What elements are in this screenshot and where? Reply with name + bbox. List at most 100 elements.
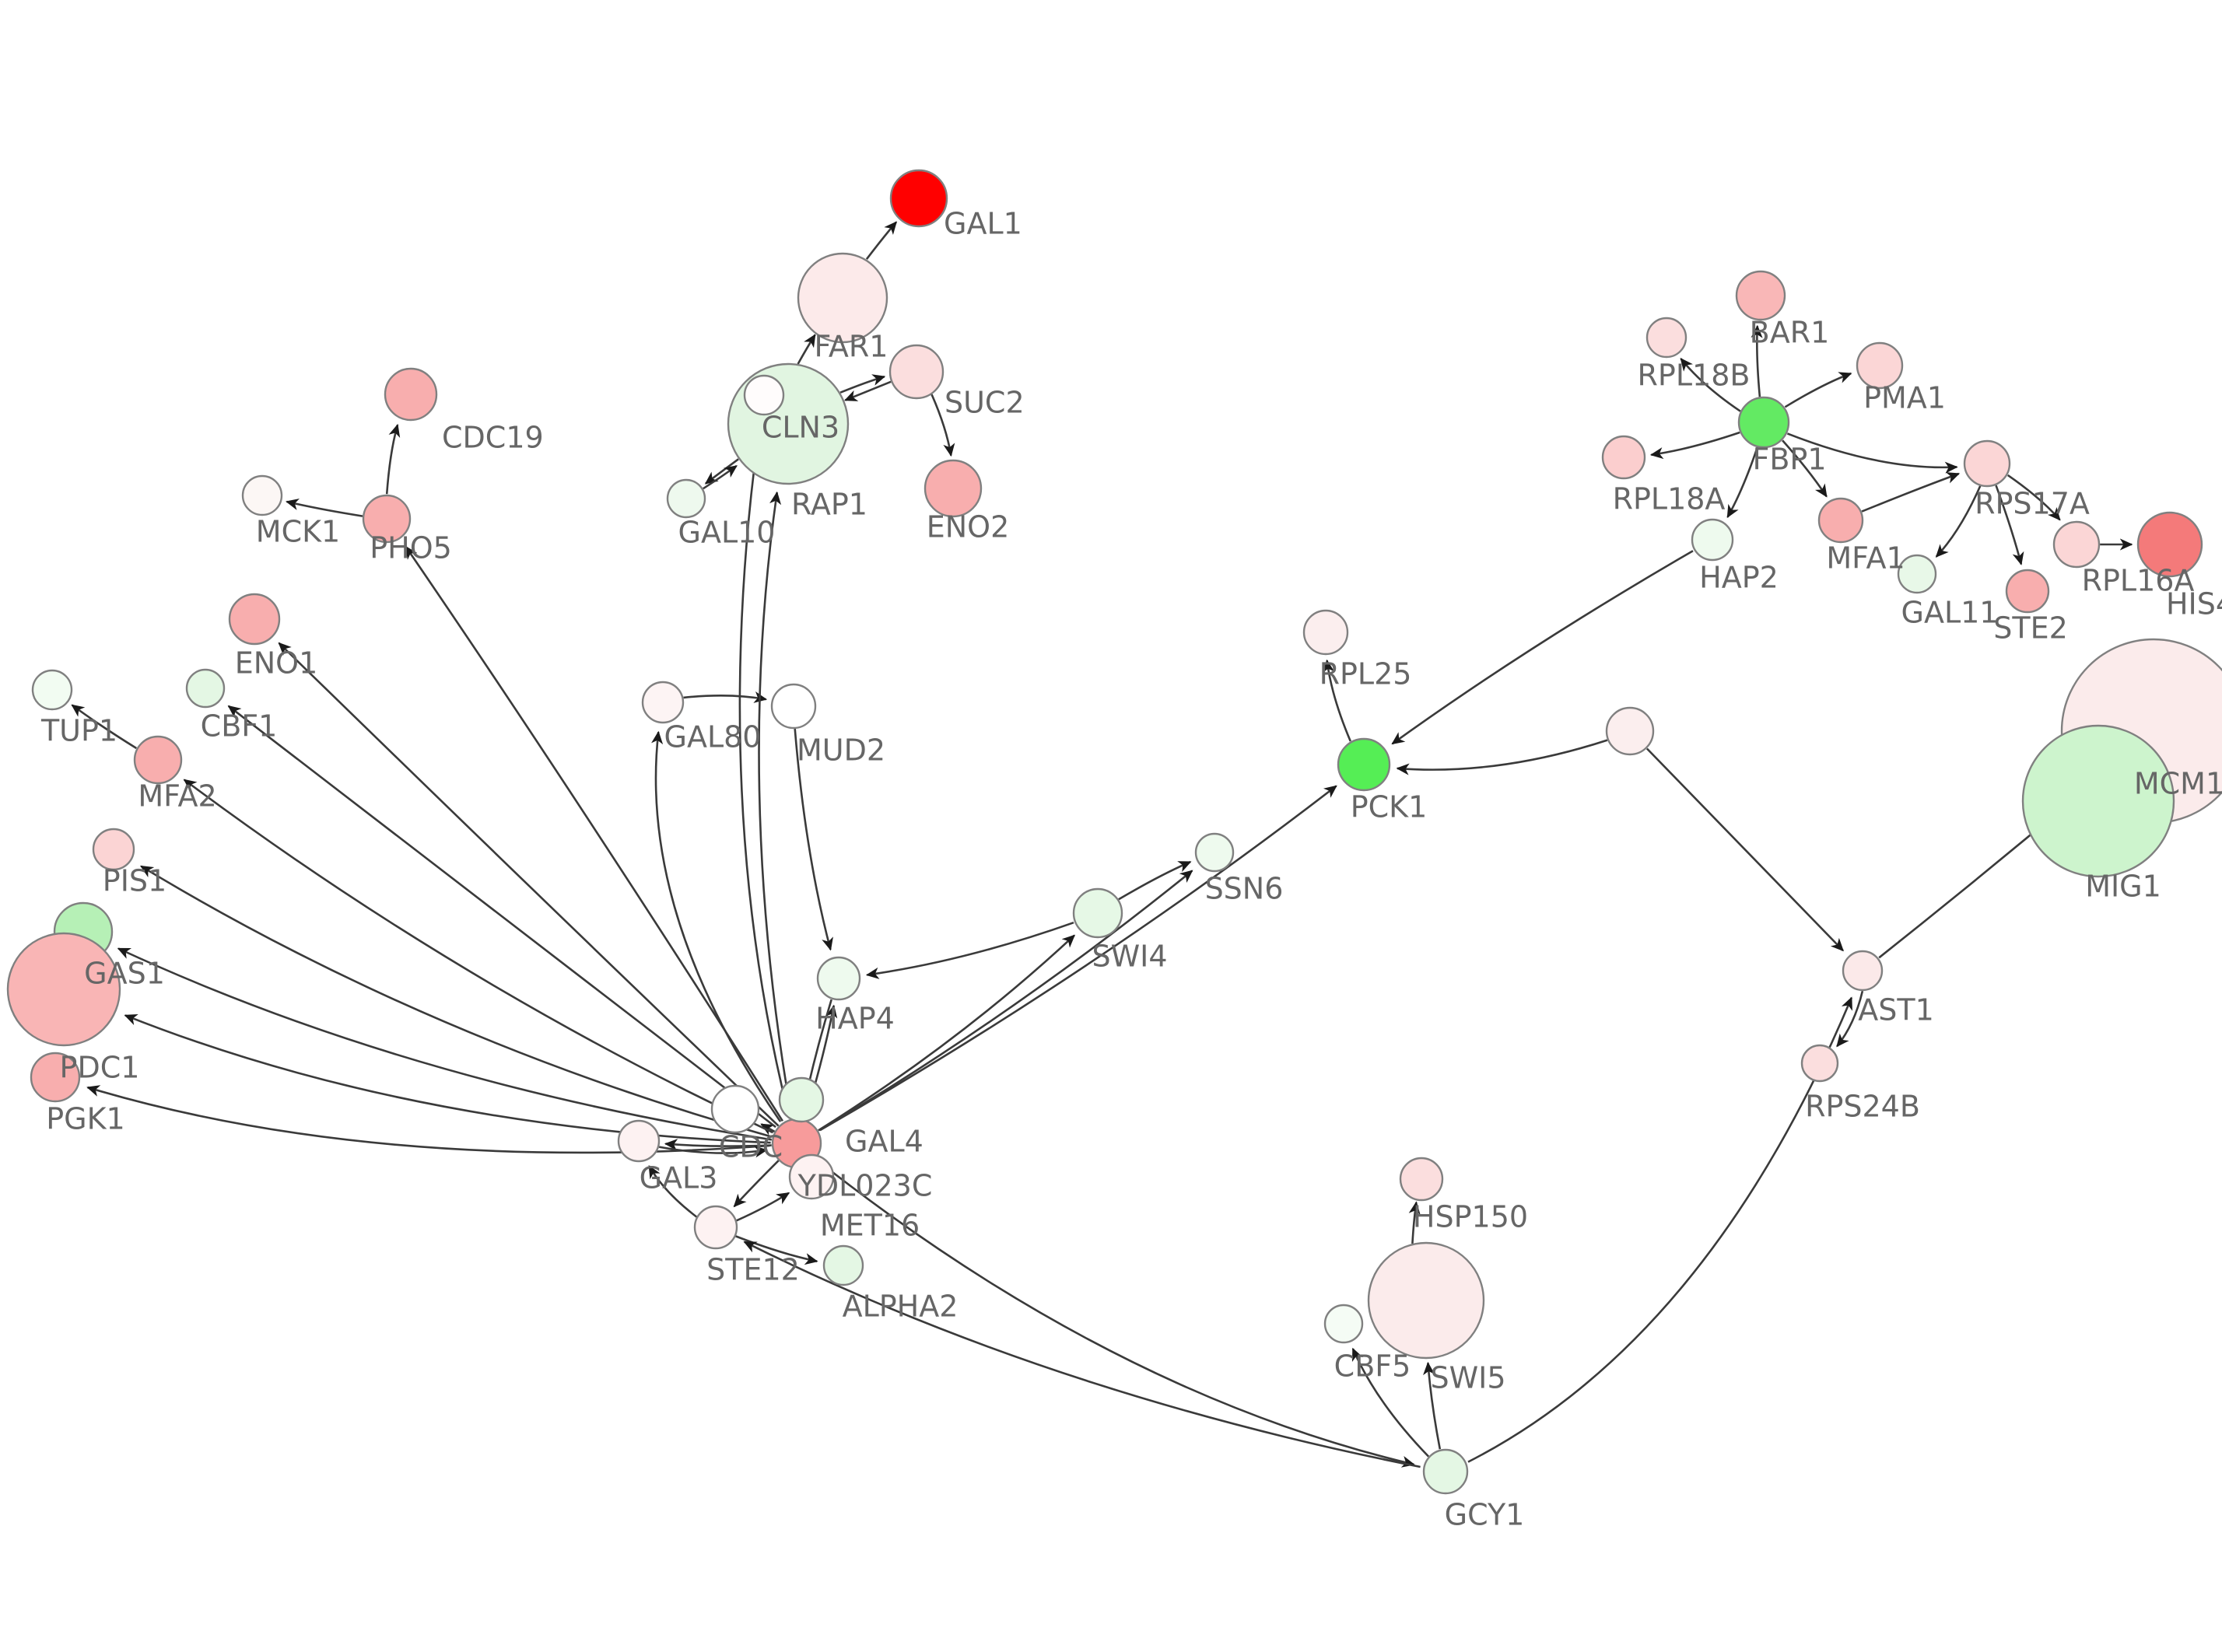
node-label-pho5: PHO5: [370, 531, 452, 565]
edge-fbp1-to-mfa1: [1782, 439, 1828, 498]
edge-ast1-to-rps24b: [1836, 990, 1864, 1048]
node-label-hap4: HAP4: [815, 1002, 895, 1036]
node-gal80[interactable]: [641, 681, 685, 724]
node-label-gal11: GAL11: [1901, 596, 1999, 630]
edge-mfa2-to-tup1: [71, 704, 137, 750]
node-pma1[interactable]: [1856, 341, 1904, 390]
node-cdc19[interactable]: [384, 367, 438, 422]
node-label-gal10: GAL10: [678, 516, 776, 550]
node-cbf1[interactable]: [185, 668, 226, 709]
node-label-his4: HIS4: [2166, 587, 2222, 621]
node-pck1[interactable]: [1337, 737, 1391, 792]
edge-gal4-to-gal80: [651, 730, 782, 1122]
node-label-suc2: SUC2: [945, 386, 1025, 420]
node-swi4[interactable]: [1072, 887, 1123, 939]
node-bar1[interactable]: [1735, 270, 1786, 321]
edge-mud2-to-hap4: [794, 728, 833, 951]
node-ssn6[interactable]: [1194, 832, 1235, 873]
label-layer: GAL1 FAR1 SUC2 CLN3 RAP1 ENO2 GAL10 CDC19 MCK1 PH…: [40, 207, 2222, 1532]
node-his4[interactable]: [2136, 511, 2203, 578]
node-rpl18b[interactable]: [1645, 317, 1688, 359]
edge-rps17a-to-gal11: [1935, 485, 1982, 558]
edge-ste12-to-alpha2: [735, 1235, 818, 1265]
node-hap4[interactable]: [816, 956, 861, 1001]
node-unnamed1[interactable]: [1605, 706, 1655, 756]
node-label-bar1: BAR1: [1750, 316, 1830, 350]
node-label-swi5: SWI5: [1430, 1361, 1505, 1395]
node-eno1[interactable]: [228, 593, 281, 646]
edge-rps17a-to-ste2: [1995, 485, 2024, 565]
node-label-hsp150: HSP150: [1413, 1200, 1528, 1234]
node-label-cbf1: CBF1: [201, 709, 278, 744]
node-label-mig1: MIG1: [2085, 870, 2161, 904]
edge-hap2-to-pck1: [1391, 550, 1694, 745]
node-rps24b[interactable]: [1800, 1044, 1839, 1083]
node-hap2[interactable]: [1691, 518, 1734, 562]
edge-gal4-to-ste12: [733, 1160, 780, 1208]
node-pgk1[interactable]: [30, 1052, 81, 1103]
node-cbf5[interactable]: [1323, 1304, 1364, 1344]
node-hap4b[interactable]: [778, 1076, 825, 1123]
node-gal10[interactable]: [666, 478, 706, 519]
node-label-cbf5: CBF5: [1334, 1349, 1411, 1384]
node-ste12[interactable]: [693, 1205, 738, 1250]
node-cdc39[interactable]: [710, 1084, 760, 1134]
edge-ste12-to-gal3: [648, 1164, 698, 1218]
edge-gal3-to-gal4: [658, 1146, 768, 1158]
edge-cln3-to-gal10: [704, 458, 739, 485]
node-rpl25[interactable]: [1302, 609, 1349, 656]
node-suc2[interactable]: [888, 344, 945, 400]
node-pdc1[interactable]: [6, 932, 121, 1047]
node-mud2[interactable]: [770, 683, 817, 730]
node-gal1[interactable]: [889, 169, 948, 228]
node-eno2[interactable]: [923, 459, 983, 518]
node-label-gas1: GAS1: [84, 957, 165, 991]
node-gcy1[interactable]: [1422, 1448, 1469, 1495]
node-gal11[interactable]: [1897, 554, 1937, 594]
node-ste2[interactable]: [2005, 569, 2050, 614]
node-rap1[interactable]: [743, 374, 785, 416]
node-pho5[interactable]: [362, 494, 412, 544]
node-swi5[interactable]: [1367, 1241, 1485, 1360]
node-pis1[interactable]: [92, 828, 135, 871]
node-label-hap2: HAP2: [1699, 561, 1779, 595]
node-far1[interactable]: [797, 252, 888, 344]
node-tup1[interactable]: [31, 669, 73, 711]
node-layer: [6, 169, 2222, 1495]
edge-gal4-to-pdc1: [124, 1013, 771, 1144]
node-hsp150[interactable]: [1399, 1157, 1444, 1202]
edge-fbp1-to-rpl18b: [1680, 358, 1741, 412]
node-rps17a[interactable]: [1963, 439, 2011, 488]
node-rpl18a[interactable]: [1601, 435, 1646, 480]
edge-gal4-to-rap1: [738, 422, 790, 1118]
node-label-far1: FAR1: [815, 330, 888, 364]
node-label-rpl18b: RPL18B: [1638, 359, 1751, 393]
node-mig1[interactable]: [2021, 724, 2175, 878]
edge-suc2-to-cln3: [843, 380, 892, 401]
edge-unnamed1-to-ast1: [1645, 747, 1844, 952]
edge-gal4-to-pgk1: [86, 1085, 770, 1154]
edge-gal4-to-cln3: [758, 491, 793, 1118]
node-label-tup1: TUP1: [40, 714, 117, 748]
edge-gal4-to-swi4: [818, 934, 1076, 1132]
node-label-rpl25: RPL25: [1320, 657, 1412, 691]
edge-gal4-to-gcy1: [815, 1158, 1415, 1468]
node-mfa1[interactable]: [1817, 497, 1864, 544]
edge-gal4-to-eno1: [278, 642, 780, 1127]
edge-gal4-to-pck1: [819, 785, 1337, 1132]
edge-gal4-to-gas1: [117, 947, 773, 1141]
node-label-cdc19: CDC19: [442, 421, 544, 455]
node-fbp1[interactable]: [1737, 396, 1790, 449]
node-label-rpl16a: RPL16A: [2082, 564, 2195, 598]
edge-rps17a-to-rpl16a: [2006, 474, 2061, 521]
node-label-ste12: STE12: [706, 1253, 800, 1287]
node-alpha2[interactable]: [822, 1244, 864, 1286]
node-ast1[interactable]: [1842, 950, 1884, 992]
node-gal3[interactable]: [617, 1119, 661, 1163]
node-mfa2[interactable]: [133, 735, 183, 785]
node-label-pdc1: PDC1: [60, 1051, 140, 1085]
node-rpl16a[interactable]: [2052, 520, 2101, 569]
node-mck1[interactable]: [241, 474, 283, 516]
node-ydl023c[interactable]: [788, 1153, 835, 1200]
edge-gcy1-to-cbf5: [1351, 1347, 1430, 1458]
